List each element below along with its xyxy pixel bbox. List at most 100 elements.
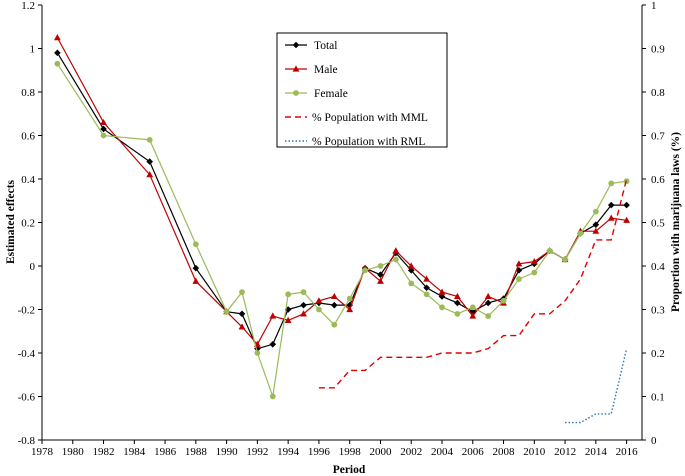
data-point — [192, 241, 199, 248]
legend-box — [276, 32, 448, 148]
x-tick-label: 1984 — [123, 446, 146, 458]
x-tick-label: 2012 — [554, 446, 576, 458]
data-point — [239, 289, 245, 295]
data-point — [346, 305, 354, 313]
data-point — [423, 284, 430, 292]
x-tick-label: 2008 — [493, 446, 516, 458]
data-point — [592, 208, 599, 215]
data-point — [407, 262, 415, 269]
data-point — [454, 310, 461, 317]
x-tick-label: 2016 — [616, 446, 639, 458]
data-point — [223, 308, 230, 315]
data-point — [100, 125, 107, 133]
y-right-tick-label: 0.1 — [651, 392, 665, 404]
data-point — [285, 291, 292, 298]
data-point — [438, 288, 446, 295]
legend-item: Female — [285, 88, 348, 100]
data-point — [531, 269, 538, 276]
data-point — [330, 292, 338, 300]
legend-label: % Population with MML — [312, 112, 428, 124]
legend-item: Total — [285, 40, 337, 52]
data-point — [254, 350, 261, 356]
data-point — [362, 267, 368, 274]
data-point — [146, 171, 154, 178]
data-point — [423, 291, 430, 298]
data-point — [300, 289, 307, 295]
y-right-tick-label: 0.9 — [651, 44, 665, 56]
x-tick-label: 2000 — [369, 446, 392, 458]
data-point — [577, 230, 584, 237]
data-point — [500, 297, 507, 304]
data-point — [269, 393, 276, 400]
series-group — [53, 34, 631, 424]
data-point — [269, 341, 277, 348]
data-point — [439, 304, 445, 311]
legend-marker — [293, 90, 299, 96]
x-tick-label: 2002 — [400, 446, 422, 458]
series-female — [54, 60, 630, 400]
y-left-tick-label: 1.2 — [21, 0, 35, 12]
legend-item: % Population with MML — [285, 112, 428, 124]
x-tick-label: 1994 — [277, 446, 300, 458]
y-left-tick-label: 0.2 — [21, 218, 35, 230]
data-point — [192, 264, 200, 272]
data-point — [269, 312, 277, 319]
data-point — [331, 301, 338, 309]
series-population-with-rml — [565, 348, 628, 424]
y-left-tick-label: -0.2 — [18, 305, 35, 317]
series-population-with-mml — [318, 178, 628, 389]
y-right-tick-label: 1 — [651, 0, 657, 12]
y-left-tick-label: 1 — [30, 44, 36, 56]
data-point — [377, 263, 384, 269]
data-point — [54, 49, 61, 57]
data-point — [516, 276, 522, 282]
data-point — [515, 260, 523, 267]
series-line — [318, 178, 628, 389]
x-tick-label: 1998 — [339, 446, 362, 458]
y-left-tick-label: 0.8 — [21, 87, 35, 99]
data-point — [438, 293, 446, 300]
data-point — [484, 292, 492, 300]
data-point — [254, 345, 261, 352]
y-right-tick-label: 0.6 — [651, 174, 665, 186]
x-tick-label: 2010 — [523, 446, 546, 458]
data-point — [54, 60, 61, 67]
data-point — [530, 258, 538, 265]
y-left-tick-label: 0 — [30, 261, 36, 273]
data-point — [392, 256, 399, 263]
data-point — [454, 299, 461, 307]
legend-label: Female — [314, 88, 348, 100]
data-point — [146, 158, 153, 165]
legend-marker — [292, 65, 300, 72]
data-point — [592, 227, 600, 234]
legend-label: Male — [314, 64, 338, 76]
data-point — [546, 247, 553, 254]
x-tick-label: 2006 — [462, 446, 485, 458]
y-left-tick-label: -0.8 — [18, 435, 36, 447]
data-point — [408, 280, 415, 287]
y-right-tick-label: 0 — [651, 435, 657, 447]
legend-label: Total — [314, 40, 337, 52]
x-tick-label: 1980 — [62, 446, 85, 458]
y-right-tick-label: 0.5 — [651, 218, 665, 230]
y-left-tick-label: -0.6 — [18, 392, 36, 404]
legend: Total Male Female % Population with MML % Po… — [276, 32, 448, 148]
data-point — [192, 277, 200, 284]
y-right-tick-label: 0.3 — [651, 305, 665, 317]
data-point — [300, 301, 307, 309]
data-point — [485, 313, 492, 319]
data-point — [100, 132, 107, 139]
data-point — [608, 180, 615, 187]
x-tick-label: 1982 — [93, 446, 115, 458]
data-point — [284, 316, 292, 323]
data-point — [453, 292, 461, 300]
y-left-tick-label: 0.6 — [21, 131, 35, 143]
y-right-tick-label: 0.2 — [651, 348, 665, 360]
data-point — [607, 214, 615, 221]
data-point — [377, 271, 384, 278]
y-right-tick-label: 0.7 — [651, 131, 665, 143]
data-point — [315, 297, 323, 304]
data-point — [407, 267, 415, 274]
data-point — [238, 323, 246, 330]
